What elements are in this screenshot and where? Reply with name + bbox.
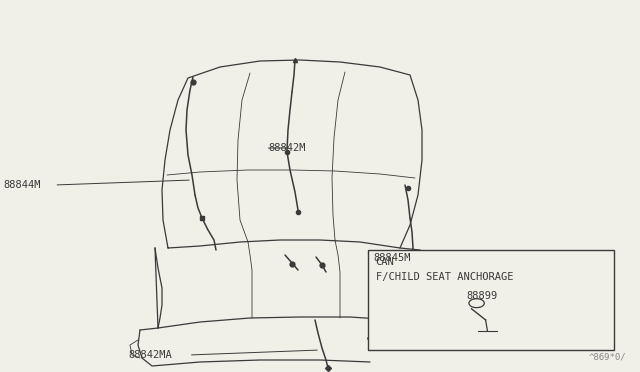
Text: 88844M: 88844M: [3, 180, 41, 190]
Bar: [368, 250, 614, 350]
Text: 88845M: 88845M: [373, 253, 411, 263]
Text: 88899: 88899: [467, 291, 498, 301]
Text: F/CHILD SEAT ANCHORAGE: F/CHILD SEAT ANCHORAGE: [376, 272, 513, 282]
Text: CAN: CAN: [376, 257, 394, 267]
Text: 88842MA: 88842MA: [128, 350, 172, 360]
Text: 88842M: 88842M: [269, 143, 307, 153]
Text: ^869*0/: ^869*0/: [589, 353, 627, 362]
